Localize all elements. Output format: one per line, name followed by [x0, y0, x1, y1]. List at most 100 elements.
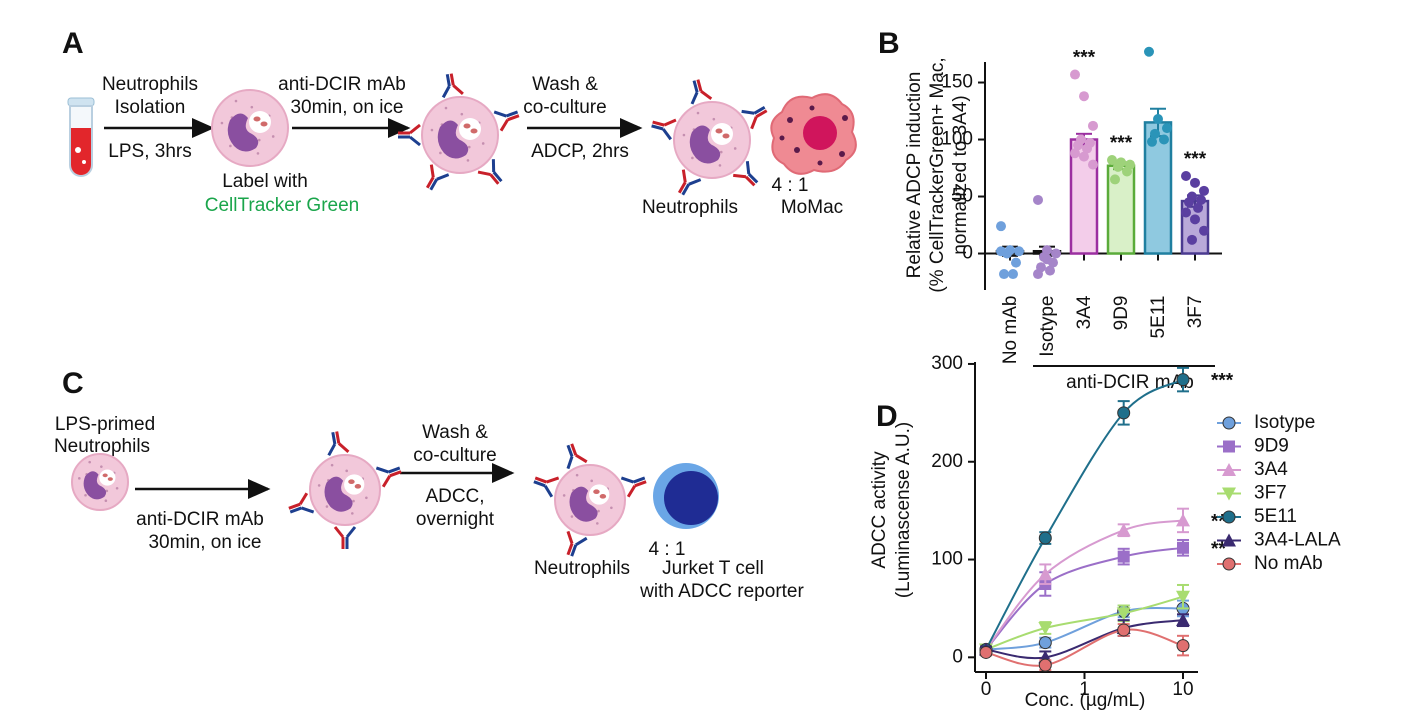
data-point	[1190, 214, 1200, 225]
significance: **	[1211, 539, 1226, 560]
step-text: LPS-primed	[55, 414, 155, 435]
neutrophil	[673, 101, 751, 179]
granule	[691, 156, 694, 160]
antibody-arm	[620, 476, 634, 484]
granule	[463, 123, 471, 129]
granule	[575, 473, 579, 477]
legend-label: No mAb	[1254, 553, 1323, 574]
data-point	[1193, 202, 1203, 213]
marker	[1117, 623, 1131, 637]
antibody-arm	[566, 530, 574, 544]
data-point	[1045, 265, 1055, 276]
antibody-arm	[333, 526, 345, 538]
antibody-arm	[575, 453, 588, 464]
granule	[107, 477, 113, 481]
ratio: 4 : 1	[772, 175, 809, 196]
granule	[88, 460, 91, 464]
data-point	[1073, 140, 1083, 151]
neutrophil	[309, 454, 381, 526]
antibody	[741, 105, 768, 130]
antibody-stem	[696, 79, 703, 92]
cell-label: with ADCC reporter	[639, 581, 804, 602]
antibody-arm	[409, 135, 421, 147]
antibody-stem	[429, 178, 439, 191]
granule	[733, 147, 737, 150]
data-point	[1082, 143, 1092, 154]
panel-label: D	[876, 400, 898, 433]
granule	[460, 112, 464, 116]
granule	[250, 105, 254, 109]
granule	[253, 116, 261, 122]
y-tick-label: 0	[952, 646, 963, 667]
antibody-stem	[449, 73, 455, 86]
data-point	[1051, 248, 1061, 259]
antibody-arm	[491, 159, 496, 173]
granule	[352, 499, 355, 503]
antibody-stem	[566, 444, 574, 458]
granule	[100, 465, 103, 468]
antibody	[333, 526, 357, 549]
data-point	[1181, 171, 1191, 181]
step-text: Neutrophils	[102, 74, 198, 95]
granule	[467, 145, 471, 149]
granule	[84, 493, 87, 497]
granule	[590, 479, 593, 483]
antibody-arm	[301, 506, 315, 514]
antibody-arm	[543, 485, 554, 498]
vacuole	[344, 474, 365, 495]
series-line	[985, 378, 1184, 650]
antibody-arm	[741, 109, 755, 115]
x-tick-label: 9D9	[1111, 296, 1132, 331]
granule	[260, 121, 268, 127]
granule	[229, 144, 232, 148]
antibody-arm	[337, 442, 350, 453]
step-text: LPS, 3hrs	[108, 141, 191, 162]
antibody-arm	[436, 173, 450, 181]
antibody	[690, 79, 713, 105]
y-tick-label: 50	[952, 186, 973, 207]
data-point	[996, 246, 1006, 257]
x-tick-label: 3F7	[1185, 296, 1206, 329]
marker	[1176, 590, 1190, 604]
antibody-stem	[566, 542, 574, 556]
granule	[596, 522, 599, 525]
significance: ***	[1110, 133, 1133, 154]
granule	[719, 150, 723, 154]
antibody	[441, 73, 464, 99]
step-text: co-culture	[523, 97, 606, 118]
data-point	[1199, 185, 1209, 196]
granule	[330, 463, 334, 467]
marker	[1176, 513, 1190, 527]
granule	[718, 164, 722, 167]
data-point	[1110, 174, 1120, 185]
granule	[696, 111, 700, 115]
data-point	[1079, 151, 1089, 162]
antibody-stem	[533, 480, 546, 488]
granule	[439, 151, 442, 155]
data-point	[1088, 159, 1098, 170]
antibody-arm	[375, 466, 389, 474]
antibody-stem	[651, 124, 664, 131]
antibody-stem	[335, 431, 341, 444]
antibody-arm	[429, 164, 435, 178]
step-text: Wash &	[422, 422, 488, 443]
granule	[325, 505, 329, 508]
antibody-arm	[298, 492, 309, 505]
marker	[1176, 373, 1190, 387]
step-text: anti-DCIR mAb	[136, 509, 264, 530]
diagrams: A Neutrophils Isolation LPS, 3hrs Label …	[54, 27, 857, 602]
data-point	[1070, 148, 1080, 159]
series-line	[985, 619, 1184, 660]
y-tick-label: 0	[962, 243, 973, 264]
x-tick-label: 0	[981, 679, 992, 700]
antibody	[733, 161, 759, 187]
nucleus	[437, 120, 469, 159]
antibody-arm	[441, 85, 451, 99]
cell-body	[554, 464, 626, 536]
y-tick-label: 100	[941, 129, 973, 150]
granule	[234, 99, 238, 103]
antibody	[620, 476, 647, 498]
vacuole	[459, 118, 481, 140]
granule	[348, 479, 355, 485]
